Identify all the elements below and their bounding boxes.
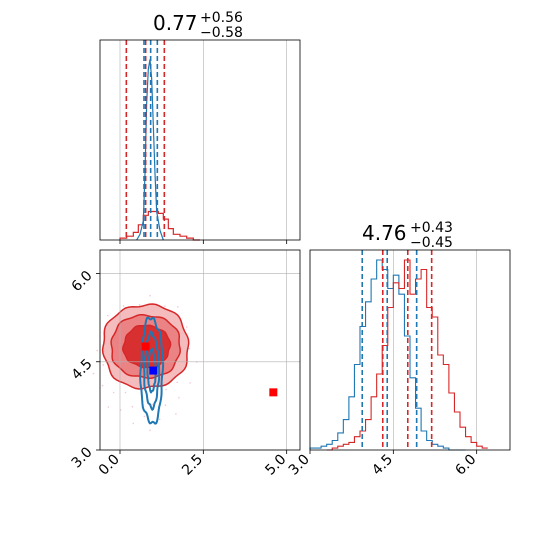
axes-frame <box>309 249 511 451</box>
scatter-point <box>132 422 135 425</box>
y-tick-label: 4.5 <box>69 356 96 383</box>
x-tick-label: 2.5 <box>179 452 206 479</box>
scatter-point <box>165 388 167 391</box>
scatter-point <box>188 347 190 350</box>
scatter-point <box>149 429 151 432</box>
scatter-point <box>102 364 105 366</box>
series-blue-line <box>309 259 466 451</box>
scatter-point <box>164 404 167 407</box>
scatter-point <box>96 349 98 352</box>
scatter-point <box>143 415 146 418</box>
density-contour-blue-3 <box>146 347 157 394</box>
scatter-point <box>112 391 115 394</box>
scatter-point <box>149 294 151 297</box>
scatter-point <box>107 314 109 317</box>
panel-bottom-right-title-sub: −0.45 <box>410 235 453 251</box>
y-tick-label: 6.0 <box>69 268 96 295</box>
x-tick-label: 0.0 <box>96 452 123 479</box>
scatter-point <box>124 391 127 394</box>
marker-point <box>149 366 158 375</box>
x-tick-label: 3.0 <box>286 452 313 479</box>
scatter-point <box>101 384 104 387</box>
x-tick-label: 5.0 <box>262 452 289 479</box>
panel-bottom-right-title-sup: +0.43 <box>410 220 453 236</box>
scatter-point <box>175 413 177 415</box>
panel-top-left-title-sub: −0.58 <box>200 25 243 41</box>
scatter-point <box>122 305 125 307</box>
panel-top-left-title: 0.77 <box>153 11 198 35</box>
x-tick-label: 6.0 <box>452 452 479 479</box>
scatter-point <box>158 418 161 421</box>
panel-bottom-right: 3.0 4.5 6.0 <box>286 249 511 479</box>
x-tick-label: 4.5 <box>369 452 396 479</box>
axes-frame <box>99 249 301 451</box>
scatter-point <box>185 326 188 328</box>
scatter-point <box>107 406 110 408</box>
scatter-point <box>151 403 153 406</box>
scatter-point <box>178 397 180 399</box>
series-red-line <box>119 210 200 241</box>
axes-frame <box>99 39 301 241</box>
scatter-point <box>92 372 95 375</box>
scatter-point <box>131 405 134 408</box>
panel-top-left <box>99 39 301 244</box>
density-contour-blue-1 <box>139 316 165 425</box>
marker-point <box>269 388 278 397</box>
marker-point <box>141 342 150 351</box>
scatter-point <box>177 306 179 308</box>
scatter-point <box>189 382 191 384</box>
panel-bottom-left: 0.0 2.5 5.0 3.0 4.5 6.0 <box>69 249 301 479</box>
panel-top-left-title-sup: +0.56 <box>200 10 243 26</box>
scatter-point <box>164 305 166 308</box>
scatter-point <box>176 381 178 384</box>
panel-bottom-right-title: 4.76 <box>362 221 407 245</box>
scatter-point <box>138 303 141 306</box>
density-contour-blue-2 <box>143 330 161 412</box>
y-tick-label: 3.0 <box>69 444 96 471</box>
